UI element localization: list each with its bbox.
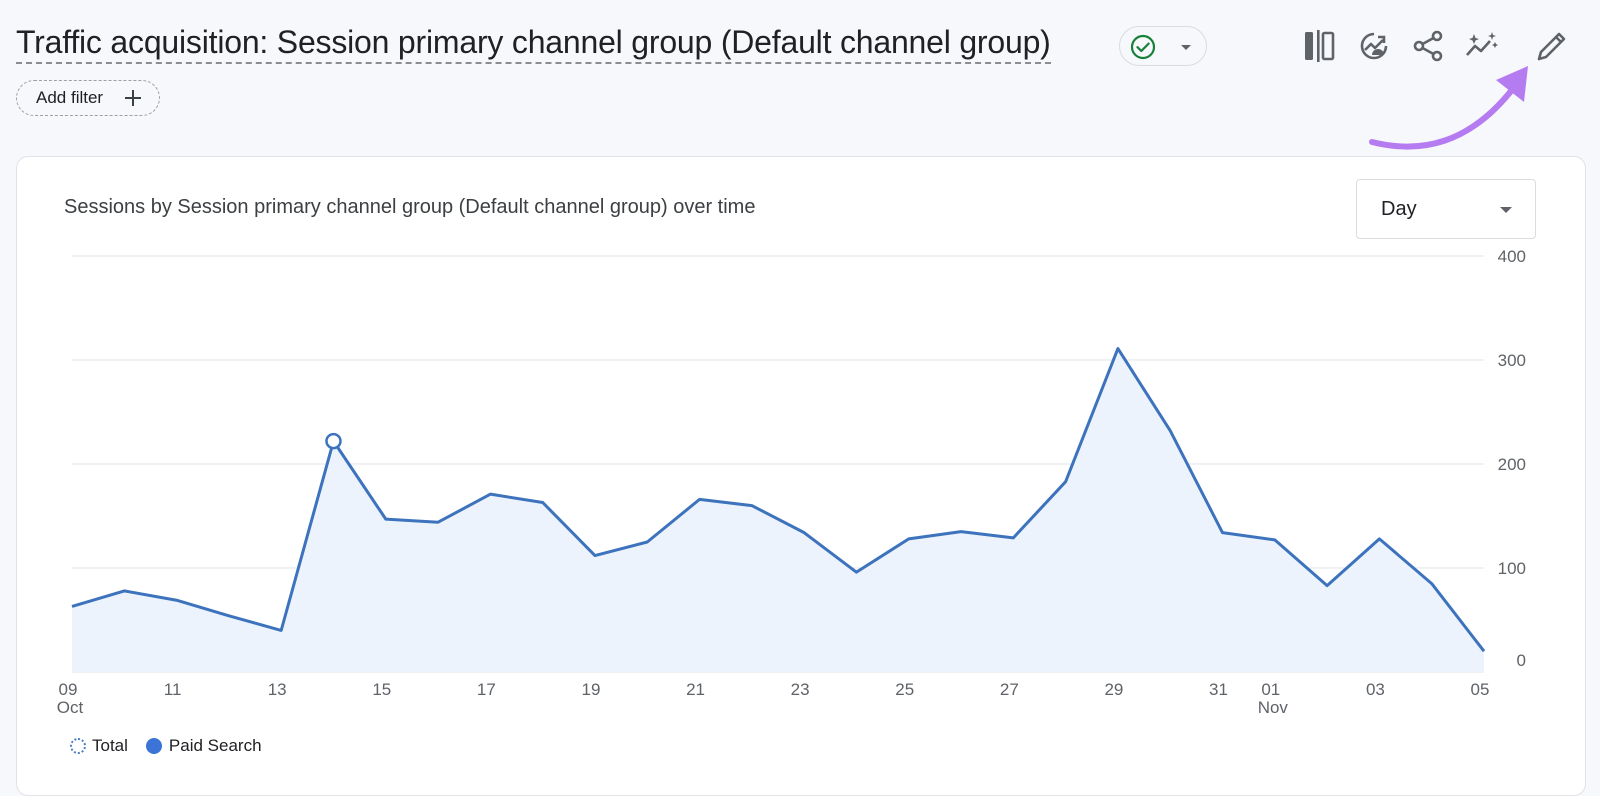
x-tick-label-oct-15: 15 <box>372 680 391 699</box>
x-tick-label-oct-23: 23 <box>791 680 810 699</box>
add-filter-label: Add filter <box>36 88 104 107</box>
chart-legend: Total Paid Search <box>70 736 280 756</box>
legend-label-paid-search: Paid Search <box>168 736 262 755</box>
series-area-0 <box>72 348 1484 672</box>
x-tick-label-oct-27: 27 <box>1000 680 1019 699</box>
edit-pencil-icon[interactable] <box>1534 28 1570 64</box>
x-tick-sublabel-nov: Nov <box>1258 698 1289 717</box>
y-tick-label-400: 400 <box>1498 247 1526 266</box>
x-tick-label-oct-29: 29 <box>1104 680 1123 699</box>
y-tick-label-200: 200 <box>1498 455 1526 474</box>
legend-item-total[interactable]: Total <box>70 736 128 756</box>
insights-icon[interactable] <box>1356 28 1392 64</box>
add-filter-button[interactable]: Add filter <box>16 80 160 116</box>
share-icon[interactable] <box>1410 28 1446 64</box>
x-tick-label-nov-03: 03 <box>1366 680 1385 699</box>
x-tick-label-oct-11: 11 <box>164 680 182 699</box>
chart-card <box>16 156 1586 796</box>
granularity-select[interactable]: Day <box>1356 179 1536 239</box>
x-tick-label-oct-09: 09 <box>59 680 78 699</box>
y-tick-label-100: 100 <box>1498 559 1526 578</box>
x-tick-label-oct-25: 25 <box>895 680 914 699</box>
report-title[interactable]: Traffic acquisition: Session primary cha… <box>16 22 1051 64</box>
y-tick-label-300: 300 <box>1498 351 1526 370</box>
legend-swatch-total <box>70 738 86 754</box>
report-status-chip[interactable] <box>1119 26 1207 66</box>
annotation-arrow <box>1360 50 1540 165</box>
legend-item-paid-search[interactable]: Paid Search <box>145 736 262 756</box>
x-tick-label-oct-21: 21 <box>686 680 705 699</box>
legend-label-total: Total <box>92 736 128 755</box>
chart-title: Sessions by Session primary channel grou… <box>64 196 756 218</box>
compare-icon[interactable] <box>1302 28 1338 64</box>
x-tick-label-oct-31: 31 <box>1209 680 1228 699</box>
y-tick-label-0: 0 <box>1517 651 1526 670</box>
highlight-point-marker <box>325 432 342 450</box>
dropdown-caret-icon <box>1497 203 1515 222</box>
x-tick-label-nov-01: 01 <box>1261 680 1280 699</box>
plus-icon <box>123 88 143 113</box>
x-tick-sublabel-oct: Oct <box>57 698 84 717</box>
series-line-paid-search <box>71 347 1486 653</box>
x-tick-label-oct-13: 13 <box>268 680 287 699</box>
x-tick-label-oct-17: 17 <box>477 680 496 699</box>
x-tick-label-nov-05: 05 <box>1471 680 1490 699</box>
sparkle-trend-icon[interactable] <box>1464 28 1500 64</box>
x-tick-label-oct-19: 19 <box>582 680 601 699</box>
check-circle-icon <box>1130 34 1156 65</box>
granularity-value: Day <box>1381 198 1417 220</box>
chevron-down-icon <box>1176 37 1196 62</box>
legend-swatch-paid-search <box>145 738 162 754</box>
